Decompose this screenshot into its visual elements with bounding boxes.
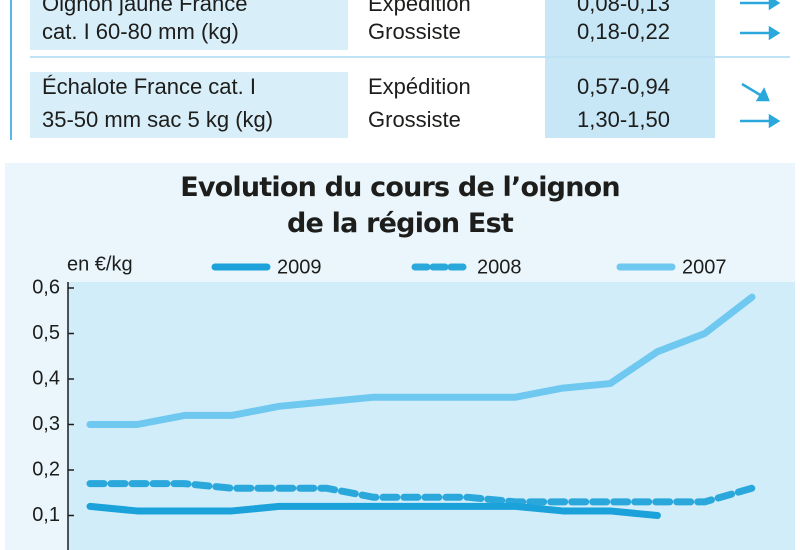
y-tick-label: 0,3	[32, 413, 60, 435]
chart-title: Evolution du cours de l’oignon de la rég…	[180, 172, 620, 239]
product: cat. I 60-80 mm (kg)	[42, 19, 239, 44]
price: 0,18-0,22	[577, 19, 670, 44]
arrow-icons	[740, 0, 781, 129]
product: Oignon jaune France	[42, 0, 248, 16]
cell-bg	[30, 72, 348, 138]
y-tick-label: 0,5	[32, 322, 60, 344]
trend-arrows	[740, 0, 781, 129]
y-tick-label: 0,1	[32, 504, 60, 526]
market: Grossiste	[368, 107, 461, 132]
y-axis-label: en €/kg	[67, 253, 133, 275]
series-line	[86, 293, 756, 428]
table-border	[10, 0, 12, 140]
series-line	[86, 480, 756, 506]
price: 0,08-0,13	[577, 0, 670, 16]
price: 0,57-0,94	[577, 74, 670, 99]
market: Grossiste	[368, 19, 461, 44]
price: 1,30-1,50	[577, 107, 670, 132]
legend-label: 2007	[682, 256, 727, 278]
market: Expédition	[368, 74, 471, 99]
price-bg	[545, 0, 715, 138]
y-tick-label: 0,6	[32, 276, 60, 298]
y-tick-label: 0,2	[32, 458, 60, 480]
product: 35-50 mm sac 5 kg (kg)	[42, 107, 274, 132]
series-line	[86, 502, 661, 519]
legend-label: 2009	[277, 256, 322, 278]
y-tick-label: 0,4	[32, 367, 60, 389]
legend-label: 2008	[477, 256, 522, 278]
cell-bg	[30, 0, 348, 50]
product: Échalote France cat. I	[42, 74, 256, 99]
market: Expédition	[368, 0, 471, 16]
row-separator	[30, 56, 790, 58]
